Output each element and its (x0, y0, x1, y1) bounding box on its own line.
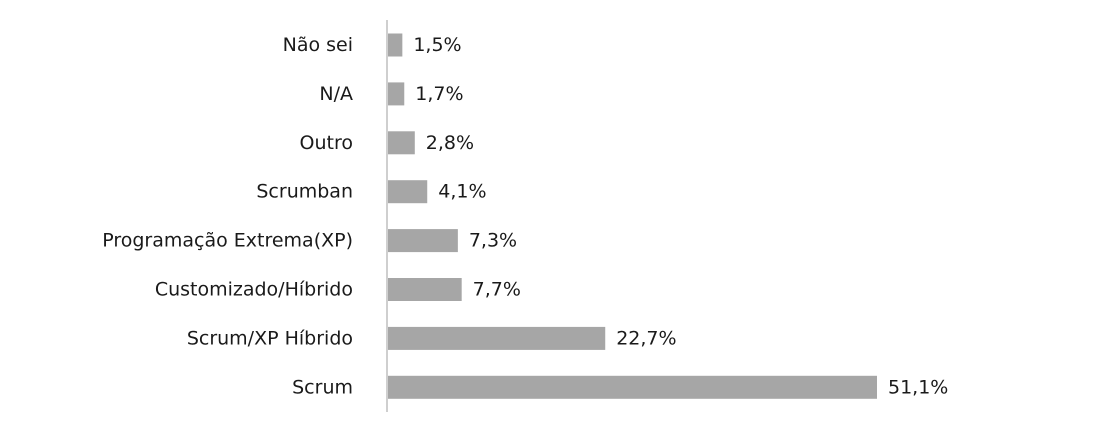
value-label: 51,1% (888, 376, 948, 398)
bar (388, 375, 877, 399)
bar (388, 229, 458, 253)
value-label: 7,3% (469, 230, 517, 252)
bar (388, 82, 405, 106)
value-label: 2,8% (426, 132, 474, 154)
category-label: Scrum (292, 376, 353, 398)
value-label: 1,7% (415, 83, 463, 105)
value-label: 4,1% (438, 181, 486, 203)
category-label: Scrumban (256, 181, 353, 203)
category-label: Customizado/Híbrido (155, 279, 353, 301)
value-label: 7,7% (473, 279, 521, 301)
category-label: Programação Extrema(XP) (102, 230, 353, 252)
bar (388, 278, 462, 301)
bar (388, 33, 403, 57)
category-label: Outro (300, 132, 353, 154)
bar (388, 326, 606, 350)
category-label: Não sei (283, 34, 353, 56)
category-label: Scrum/XP Híbrido (187, 327, 353, 349)
value-label: 1,5% (413, 34, 461, 56)
category-label: N/A (319, 83, 353, 105)
bar (388, 131, 415, 155)
value-label: 22,7% (616, 327, 676, 349)
bar (388, 180, 428, 204)
